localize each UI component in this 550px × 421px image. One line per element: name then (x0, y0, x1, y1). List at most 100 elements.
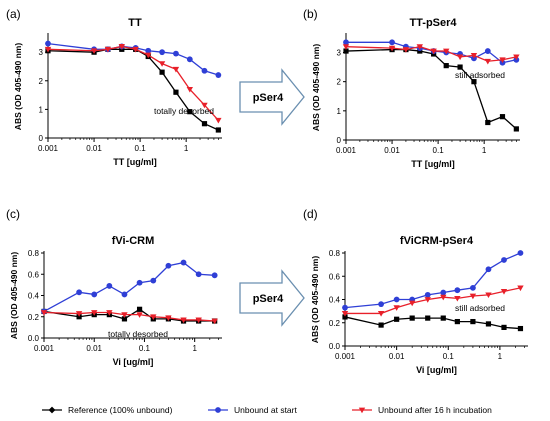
data-point-start (186, 56, 193, 63)
chart-panel-4: (d) fViCRM-pSer4 0.0 0.2 0.4 0.6 0.8 0.001 0.01 0… (303, 207, 528, 375)
data-point-after (470, 53, 478, 59)
data-point-start (195, 271, 202, 278)
data-point-ref (471, 79, 477, 85)
data-point-start (517, 250, 524, 256)
y-tick-label: 3 (337, 49, 342, 58)
y-tick-label: 0.6 (329, 272, 341, 281)
x-tick-label: 0.1 (433, 146, 445, 155)
data-point-after (424, 297, 431, 303)
data-point-ref (417, 48, 423, 54)
x-tick-label: 1 (498, 352, 503, 361)
series-ref (45, 46, 221, 133)
series-after (40, 310, 218, 325)
arrow-top-label: pSer4 (253, 92, 284, 104)
legend-label: Unbound at start (234, 405, 297, 415)
data-point-after (106, 310, 113, 316)
data-point-ref (501, 324, 507, 330)
data-point-after (172, 66, 180, 73)
data-point-start (389, 39, 395, 46)
series-after (44, 44, 222, 124)
series-start (45, 40, 222, 78)
y-axis-label: ABS (OD 405-490 nm) (311, 44, 321, 132)
data-point-after (121, 312, 128, 318)
y-axis-label: ABS (OD 405-490 nm) (9, 252, 19, 340)
data-point-ref (173, 89, 179, 95)
data-point-ref (343, 48, 349, 54)
y-tick-label: 0.0 (28, 334, 40, 343)
data-point-after (341, 311, 349, 317)
legend: Reference (100% unbound) Unbound at start… (42, 405, 492, 415)
x-tick-label: 0.01 (86, 144, 102, 153)
x-tick-label: 0.01 (389, 352, 405, 361)
data-point-start (342, 304, 348, 311)
y-tick-label: 1 (337, 107, 342, 116)
arrow-bottom-label: pSer4 (253, 293, 284, 305)
data-point-start (484, 48, 491, 54)
y-tick-label: 0 (337, 136, 342, 145)
series-start (41, 259, 218, 315)
y-tick-label: 0.0 (329, 342, 341, 351)
x-axis-label: TT [ug/ml] (411, 159, 455, 169)
x-axis-label: TT [ug/ml] (113, 157, 157, 167)
data-point-after (342, 44, 350, 50)
chart-panel-2: (b) TT-pSer4 0 1 2 3 0.001 0.01 0.1 1 TT [ug/ml] AB… (303, 7, 520, 169)
data-point-after (469, 293, 477, 300)
data-point-after (440, 294, 447, 301)
panel-label: (a) (6, 7, 21, 21)
data-point-after (91, 310, 98, 316)
data-point-start (393, 296, 400, 303)
data-point-after (75, 311, 83, 317)
data-point-start (136, 279, 143, 286)
y-tick-label: 0.2 (329, 319, 341, 328)
data-point-after (430, 48, 437, 55)
data-point-after (499, 57, 506, 63)
data-point-after (158, 61, 166, 67)
data-point-after (150, 314, 157, 320)
data-point-after (416, 44, 423, 50)
data-point-start (454, 287, 461, 294)
data-point-start (76, 289, 83, 296)
data-point-after (132, 46, 139, 53)
data-point-ref (215, 127, 221, 133)
legend-marker (48, 406, 56, 414)
panel-label: (b) (303, 7, 318, 21)
y-tick-label: 0.6 (28, 270, 40, 279)
y-tick-label: 2 (39, 77, 44, 86)
data-point-start (470, 284, 476, 291)
data-point-ref (378, 322, 384, 328)
y-tick-label: 0.4 (28, 292, 40, 301)
data-point-after (517, 285, 524, 292)
data-point-start (145, 47, 152, 54)
data-point-start (180, 259, 187, 266)
chart-panel-1: (a) TT 0 1 2 3 0.001 0.01 0.1 1 TT [ug/ml] ABS (OD … (6, 7, 222, 167)
x-tick-label: 1 (482, 146, 487, 155)
y-tick-label: 0.8 (28, 249, 40, 258)
data-point-ref (159, 69, 165, 75)
series-after (342, 44, 520, 65)
panel-label: (d) (303, 207, 318, 221)
panel-title: fViCRM-pSer4 (400, 235, 474, 247)
data-point-after (485, 292, 492, 299)
chart-panel-3: (c) fVi-CRM 0.0 0.2 0.4 0.6 0.8 0.001 0.01 0.1 1 Vi… (6, 207, 222, 367)
data-point-ref (187, 109, 193, 115)
legend-marker (215, 407, 221, 413)
x-tick-label: 1 (192, 344, 197, 353)
data-point-ref (499, 114, 506, 120)
data-point-ref (136, 306, 143, 312)
data-point-ref (513, 126, 519, 132)
series-after (341, 285, 524, 317)
data-point-after (513, 54, 520, 61)
data-point-after (180, 317, 187, 324)
data-point-ref (201, 121, 208, 127)
series-line-start (43, 261, 215, 313)
data-point-start (440, 289, 447, 296)
y-tick-label: 0 (39, 134, 44, 143)
data-point-start (211, 272, 218, 279)
data-point-after (136, 312, 143, 318)
x-tick-label: 0.001 (335, 352, 356, 361)
data-point-after (195, 317, 202, 324)
y-tick-label: 0.2 (28, 313, 40, 322)
y-tick-label: 0.8 (329, 249, 341, 258)
data-point-ref (121, 316, 128, 322)
data-point-ref (457, 64, 463, 70)
